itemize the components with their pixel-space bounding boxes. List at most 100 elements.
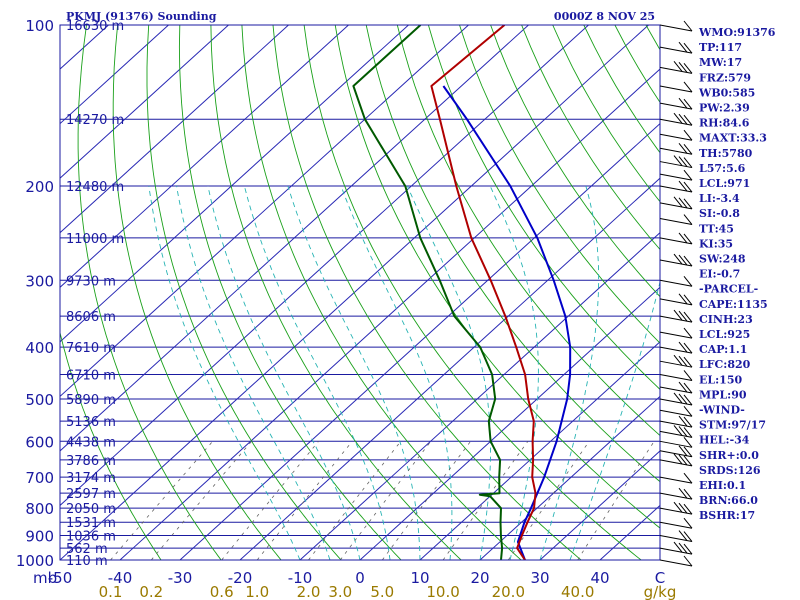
- moist-adiabat-line: [406, 185, 491, 560]
- dry-adiabat-line: [112, 25, 282, 560]
- height-label: 1036 m: [66, 530, 116, 545]
- sounding-index-item: WMO:91376: [698, 26, 776, 39]
- sounding-index-item: EHI:0.1: [699, 479, 746, 492]
- wind-barb-staff: [659, 85, 693, 93]
- wind-barb-flag: [678, 355, 688, 367]
- dry-adiabat-line: [178, 25, 402, 560]
- pressure-tick-label: 600: [25, 433, 54, 451]
- sounding-index-item: TT:45: [699, 222, 734, 235]
- wind-barb-flag: [683, 370, 693, 381]
- sounding-index-item: MW:17: [699, 56, 742, 69]
- sounding-index-item: -PARCEL-: [699, 283, 758, 296]
- wind-barb-staff: [659, 559, 693, 567]
- sounding-index-item: CAP:1.1: [699, 343, 747, 356]
- sounding-index-item: LI:-3.4: [699, 192, 740, 205]
- height-label: 2597 m: [66, 487, 116, 502]
- wind-barb-flag: [678, 530, 688, 541]
- wind-barb-flag: [683, 503, 693, 515]
- height-label: 12480 m: [66, 180, 124, 195]
- isotherm-line: [60, 25, 229, 179]
- wind-barb-flag: [683, 129, 693, 141]
- wind-barb-flag: [683, 455, 693, 467]
- wind-barb-flag: [683, 531, 693, 542]
- mixing-ratio-line: [507, 441, 590, 560]
- wind-barb-staff: [659, 398, 693, 406]
- wind-barb-flag: [683, 42, 693, 54]
- sounding-index-item: HEL:-34: [699, 434, 750, 447]
- dry-adiabat-line: [770, 25, 800, 560]
- wind-barb-flag: [678, 393, 688, 405]
- wind-barb-flag: [673, 354, 683, 366]
- wind-barb-staff: [659, 202, 693, 210]
- wind-barb-flag: [683, 198, 693, 210]
- wind-barb-staff: [659, 331, 693, 339]
- mixing-ratio-line: [308, 441, 402, 560]
- wind-barb-flag: [678, 415, 688, 427]
- isotherm-line: [179, 122, 660, 560]
- temperature-tick-labels: -50 -40 -30 -20 -10 0 10 20 30 40 C: [48, 569, 665, 587]
- sounding-index-item: LCL:971: [699, 177, 750, 190]
- wind-barb-flag: [683, 114, 693, 126]
- mixing-ratio-tick-label: 40.0: [561, 583, 594, 600]
- wind-barb-staff: [659, 459, 693, 467]
- temperature-tick-label: -40: [108, 569, 133, 587]
- wind-barb-flag: [678, 62, 688, 73]
- sounding-index-item: STM:97/17: [699, 419, 766, 432]
- sounding-index-item: -WIND-: [699, 404, 745, 417]
- dry-adiabat-line: [396, 25, 660, 437]
- mixing-ratio-line: [381, 441, 471, 560]
- wind-barb-flag: [673, 155, 683, 166]
- wind-barb-flag: [678, 310, 688, 322]
- isotherm-line: [299, 232, 660, 560]
- moist-adiabat-line: [340, 185, 453, 560]
- wind-barb-staff: [659, 386, 693, 394]
- sounding-index-item: MAXT:33.3: [699, 132, 767, 145]
- mixing-ratio-tick-label: 10.0: [426, 583, 459, 600]
- moist-adiabat-line: [148, 186, 301, 560]
- sounding-index-item: KI:35: [699, 237, 733, 250]
- sounding-index-item: FRZ:579: [699, 71, 751, 84]
- isotherm-line: [60, 25, 169, 125]
- moist-adiabat-line: [569, 280, 660, 560]
- wind-barb-flag: [678, 426, 688, 437]
- sounding-index-item: BSHR:17: [699, 509, 755, 522]
- dry-adiabat-line: [583, 25, 660, 154]
- wind-barb-staff: [659, 298, 693, 306]
- wind-barb-staff: [659, 521, 693, 529]
- wind-barb-flag: [678, 487, 688, 499]
- sounding-index-item: SRDS:126: [699, 464, 761, 477]
- wind-barb-flag: [678, 341, 688, 353]
- dry-adiabat-line: [241, 25, 522, 560]
- wind-barb-staff: [659, 360, 693, 368]
- pressure-tick-label: 200: [25, 178, 54, 196]
- wind-barb-staff: [659, 492, 693, 500]
- dry-adiabat-line: [365, 25, 660, 483]
- wind-barb-flag: [678, 180, 688, 192]
- height-label: 6710 m: [66, 369, 116, 384]
- temperature-tick-label: 30: [530, 569, 549, 587]
- height-label: 110 m: [66, 554, 108, 569]
- sounding-index-item: SI:-0.8: [699, 207, 740, 220]
- wind-barb-flag: [683, 382, 693, 394]
- wind-barb-flag: [683, 405, 693, 417]
- height-label: 4438 m: [66, 435, 116, 450]
- wind-barb-staff: [659, 535, 693, 543]
- wind-barb-flag: [683, 255, 693, 267]
- isotherm-line: [60, 25, 589, 507]
- sounding-index-item: RH:84.6: [699, 117, 750, 130]
- mixing-ratio-line: [221, 441, 319, 560]
- sounding-index-item: CINH:23: [699, 313, 753, 326]
- wind-barb-flag: [683, 543, 693, 555]
- wind-barb-flag: [678, 502, 688, 514]
- wind-barb-staff: [659, 420, 693, 428]
- height-label: 11000 m: [66, 232, 124, 247]
- mixing-ratio-line: [577, 441, 655, 560]
- isotherm-line: [60, 25, 529, 452]
- wind-barb-staff: [659, 185, 693, 193]
- sounding-index-item: EI:-0.7: [699, 268, 740, 281]
- wind-barb-flag: [673, 253, 683, 265]
- temperature-tick-label: 20: [470, 569, 489, 587]
- wind-barb-staff: [659, 161, 693, 169]
- wind-barb-flag: [673, 425, 683, 436]
- wind-barb-staff: [659, 118, 693, 126]
